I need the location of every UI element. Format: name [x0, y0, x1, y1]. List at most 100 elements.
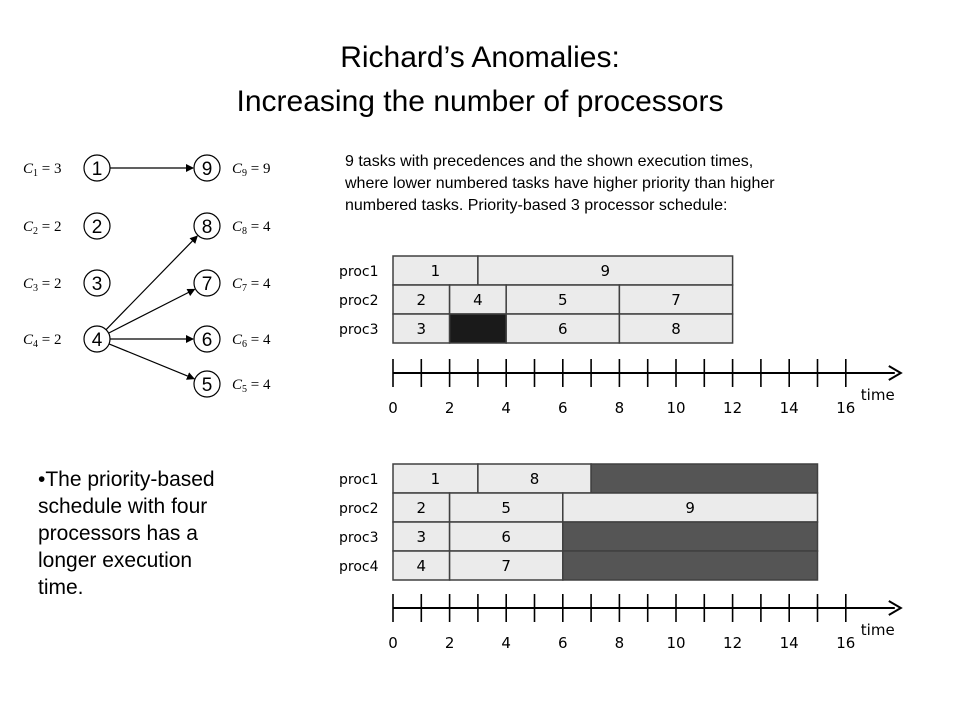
processor-label-proc3: proc3 — [339, 530, 379, 546]
description-line: where lower numbered tasks have higher p… — [345, 175, 775, 192]
task-cost-label: C9 = 9 — [232, 161, 270, 179]
cost-equals: = — [38, 219, 54, 235]
task-cost-label: C1 = 3 — [23, 161, 61, 179]
task-block-label: 6 — [558, 320, 568, 338]
task-block-label: 3 — [417, 320, 427, 338]
task-node-6: 6 C6 = 4 — [193, 325, 271, 353]
cost-equals: = — [247, 332, 263, 348]
processor-label-proc4: proc4 — [339, 559, 379, 575]
idle-block — [590, 463, 819, 494]
time-tick-label: 6 — [558, 634, 568, 652]
task-node-1: 1C1 = 3 — [23, 154, 111, 182]
cost-value: 3 — [54, 161, 62, 177]
slide-title-line2: Increasing the number of processors — [236, 85, 724, 118]
task-cost-label: C8 = 4 — [232, 219, 271, 237]
task-block-label: 4 — [473, 291, 483, 309]
bullet-line: schedule with four — [38, 495, 208, 518]
task-cost-label: C3 = 2 — [23, 276, 61, 294]
processor-label-proc3: proc3 — [339, 322, 379, 338]
task-node-5: 5 C5 = 4 — [193, 370, 271, 398]
cost-value: 2 — [54, 332, 62, 348]
cost-symbol: C — [232, 161, 243, 177]
bullet-line: processors has a — [38, 522, 198, 545]
time-tick-label: 10 — [666, 634, 685, 652]
time-tick-label: 14 — [780, 399, 799, 417]
task-block-label: 1 — [431, 470, 441, 488]
task-node-8: 8 C8 = 4 — [193, 212, 271, 240]
cost-value: 2 — [54, 276, 62, 292]
bullet-point: •The priority-based schedule with four p… — [38, 466, 308, 601]
time-tick-label: 6 — [558, 399, 568, 417]
cost-equals: = — [247, 276, 263, 292]
precedence-edge-4-7 — [108, 288, 196, 334]
cost-subscript: 2 — [33, 226, 38, 237]
bullet-marker: • — [38, 468, 46, 491]
task-cost-label: C7 = 4 — [232, 276, 271, 294]
task-block-6 — [448, 521, 564, 552]
cost-subscript: 5 — [242, 384, 247, 395]
cost-equals: = — [38, 161, 54, 177]
time-tick-label: 16 — [836, 634, 855, 652]
task-block-label: 7 — [671, 291, 681, 309]
task-node-7: 7 C7 = 4 — [193, 269, 271, 297]
processor-label-proc2: proc2 — [339, 501, 379, 517]
task-circle — [193, 269, 221, 297]
time-tick-label: 12 — [723, 399, 742, 417]
bullet-line: longer execution — [38, 549, 193, 572]
processor-label-proc2: proc2 — [339, 293, 379, 309]
cost-subscript: 8 — [242, 226, 247, 237]
task-block-3 — [392, 521, 451, 552]
task-block-1 — [392, 255, 479, 286]
cost-value: 4 — [263, 332, 271, 348]
time-axis-arrow — [888, 600, 903, 616]
description-line: numbered tasks. Priority-based 3 process… — [345, 197, 728, 214]
task-node-2: 2C2 = 2 — [23, 212, 111, 240]
precedence-edge-4-5 — [108, 343, 195, 380]
task-id: 7 — [202, 274, 213, 295]
task-block-4 — [392, 550, 451, 581]
schedule-2: proc1 proc2 proc3 proc4 1 8 2 5 9 3 6 4 7 0 2 4 6 8 10 12 14… — [339, 463, 903, 652]
task-node-4: 4C4 = 2 — [23, 325, 111, 353]
task-block-label: 2 — [417, 499, 427, 517]
time-axis-arrow — [888, 365, 903, 381]
slide-title-line1: Richard’s Anomalies: — [340, 41, 620, 74]
time-axis-label: time — [861, 621, 895, 639]
time-tick-label: 14 — [780, 634, 799, 652]
task-block-label: 9 — [600, 262, 610, 280]
cost-equals: = — [247, 377, 263, 393]
cost-equals: = — [38, 332, 54, 348]
cost-symbol: C — [23, 276, 34, 292]
precedence-edge-4-8 — [105, 235, 198, 331]
task-id: 4 — [92, 330, 103, 351]
cost-value: 2 — [54, 219, 62, 235]
task-block-label: 3 — [417, 528, 427, 546]
task-block-label: 8 — [530, 470, 540, 488]
cost-symbol: C — [232, 219, 243, 235]
task-block-label: 6 — [501, 528, 511, 546]
task-circle — [83, 269, 111, 297]
description-line: 9 tasks with precedences and the shown e… — [345, 153, 754, 170]
cost-value: 9 — [263, 161, 271, 177]
idle-block — [562, 521, 819, 552]
cost-subscript: 1 — [33, 168, 38, 179]
task-block-label: 8 — [671, 320, 681, 338]
time-tick-label: 4 — [501, 634, 511, 652]
cost-symbol: C — [232, 377, 243, 393]
bullet-line: time. — [38, 576, 84, 599]
cost-value: 4 — [263, 219, 271, 235]
task-circle — [193, 154, 221, 182]
task-node-3: 3C3 = 2 — [23, 269, 111, 297]
task-block-7 — [448, 550, 564, 581]
task-block-label: 2 — [417, 291, 427, 309]
task-block-4 — [448, 284, 507, 315]
cost-subscript: 3 — [33, 283, 38, 294]
cost-symbol: C — [23, 332, 34, 348]
task-circle — [193, 370, 221, 398]
time-tick-label: 10 — [666, 399, 685, 417]
processor-label-proc1: proc1 — [339, 264, 379, 280]
cost-equals: = — [247, 161, 263, 177]
task-block-label: 7 — [501, 557, 511, 575]
cost-equals: = — [247, 219, 263, 235]
bullet-line: The priority-based — [45, 468, 215, 491]
